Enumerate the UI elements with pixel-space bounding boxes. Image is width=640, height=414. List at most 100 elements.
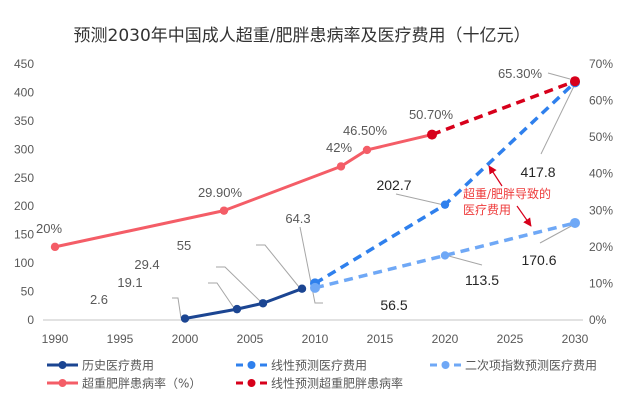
legend-item-historical-cost: 历史医疗费用 [47, 359, 154, 373]
historical-cost-point [232, 304, 242, 314]
legend-label: 线性预测超重肥胖患病率 [271, 376, 403, 391]
quadratic-forecast-cost-point [440, 251, 450, 260]
linear-forecast-obesity-rate-point [427, 129, 437, 140]
leader-line [540, 83, 576, 155]
obesity-rate-data-label: 20% [36, 221, 62, 236]
linear-forecast-obesity-rate-line [431, 79, 576, 137]
legend-label: 历史医疗费用 [82, 359, 154, 373]
arrow-down-icon [516, 205, 532, 227]
y-left-tick-label: 50 [21, 285, 35, 299]
leader-lines [172, 72, 576, 319]
y-left-tick-label: 250 [14, 171, 34, 185]
obesity-rate-data-label: 42% [326, 140, 352, 155]
linear-forecast-cost-data-label: 202.7 [376, 177, 411, 193]
y-left-tick-label: 300 [14, 142, 34, 156]
legend-label: 线性预测医疗费用 [271, 359, 367, 373]
series-historical-cost [180, 284, 307, 323]
series-linear-forecast-obesity-rate [427, 76, 580, 140]
legend-item-obesity-rate: 超重肥胖患病率（%） [47, 376, 201, 391]
historical-cost-data-label: 29.4 [134, 257, 159, 272]
leader-line [395, 193, 445, 206]
historical-cost-data-label: 2.6 [90, 292, 108, 307]
legend-marker [247, 379, 256, 387]
x-tick-label: 2000 [172, 332, 199, 346]
linear-forecast-cost-data-label: 417.8 [520, 164, 555, 180]
quadratic-forecast-cost-data-label: 170.6 [521, 252, 556, 268]
obesity-rate-point [219, 206, 229, 215]
leader-line [299, 226, 323, 304]
obesity-rate-data-label: 46.50% [343, 123, 388, 138]
leader-line [539, 223, 576, 244]
y-left-tick-label: 0 [27, 313, 34, 327]
annotation-text: 医疗费用 [463, 203, 511, 217]
historical-cost-data-label: 19.1 [117, 275, 142, 290]
obesity-rate-data-label: 29.90% [198, 185, 243, 200]
chart-title: 预测2030年中国成人超重/肥胖患病率及医疗费用（十亿元） [74, 26, 531, 46]
legend-marker [58, 379, 67, 387]
series-group [50, 76, 580, 323]
leader-line [208, 282, 235, 309]
y-left-tick-label: 200 [14, 199, 34, 213]
y-left-tick-label: 100 [14, 256, 34, 270]
y-right-tick-label: 30% [589, 203, 613, 217]
axes: 0 50 100 150 200 250 300 350 400 450 0% 10% 20% 30% 40… [14, 57, 613, 346]
arrow-up-icon [488, 165, 503, 187]
x-tick-label: 1995 [107, 332, 134, 346]
legend-item-quadratic-forecast-cost: 二次项指数预测医疗费用 [430, 358, 597, 373]
historical-cost-point [180, 314, 190, 323]
linear-forecast-cost-data-label: 64.3 [285, 211, 310, 226]
obesity-rate-point [50, 242, 60, 252]
leader-line [444, 254, 483, 266]
historical-cost-line [184, 287, 303, 320]
quadratic-forecast-cost-data-label: 56.5 [380, 297, 407, 313]
historical-cost-point [258, 299, 268, 308]
obesity-rate-point [336, 162, 346, 171]
x-tick-label: 2010 [302, 332, 329, 346]
x-tick-label: 2020 [432, 332, 459, 346]
y-left-tick-label: 450 [14, 57, 34, 71]
quadratic-forecast-cost-data-label: 113.5 [465, 272, 499, 288]
y-right-tick-label: 0% [589, 313, 607, 327]
legend-marker [58, 361, 67, 369]
x-tick-label: 2005 [237, 332, 264, 346]
historical-cost-point [297, 284, 307, 293]
x-tick-label: 2015 [367, 332, 394, 346]
leader-line [216, 266, 262, 303]
y-left-tick-label: 350 [14, 114, 34, 128]
historical-cost-data-label: 55 [177, 238, 191, 253]
leader-line [547, 72, 571, 80]
obesity-rate-point [362, 145, 372, 155]
legend-label: 二次项指数预测医疗费用 [465, 358, 597, 373]
y-right-tick-label: 20% [589, 240, 613, 254]
legend-marker [247, 361, 256, 369]
series-quadratic-forecast-cost [310, 217, 580, 293]
legend-label: 超重肥胖患病率（%） [82, 376, 201, 391]
linear-forecast-cost-point [440, 200, 450, 209]
x-tick-label: 2030 [562, 332, 589, 346]
legend-item-linear-forecast-obesity-rate: 线性预测超重肥胖患病率 [236, 376, 403, 391]
quadratic-forecast-cost-point [570, 217, 580, 228]
y-right-tick-label: 60% [589, 94, 613, 108]
y-right-tick-label: 50% [589, 130, 613, 144]
obesity-rate-line [54, 133, 433, 249]
leader-line [256, 244, 300, 288]
y-right-tick-label: 70% [589, 57, 613, 71]
leader-line [172, 297, 182, 319]
legend-item-linear-forecast-cost: 线性预测医疗费用 [236, 359, 367, 373]
y-right-tick-label: 10% [589, 276, 613, 290]
y-right-tick-label: 40% [589, 167, 613, 181]
x-tick-label: 2025 [497, 332, 524, 346]
quadratic-forecast-cost-point [310, 282, 320, 293]
linear-forecast-obesity-rate-data-label: 65.30% [498, 66, 543, 81]
x-tick-label: 1990 [42, 332, 69, 346]
data-labels: 2.6 19.1 29.4 55 64.3 202.7 417.8 56.5 113.5 170.… [36, 66, 557, 313]
annotation-text: 超重/肥胖导致的 [463, 186, 551, 201]
linear-forecast-obesity-rate-point [570, 76, 580, 87]
obesity-rate-data-label: 50.70% [409, 107, 454, 122]
y-left-tick-label: 150 [14, 228, 34, 242]
legend-marker [441, 361, 450, 369]
y-left-tick-label: 400 [14, 85, 34, 99]
